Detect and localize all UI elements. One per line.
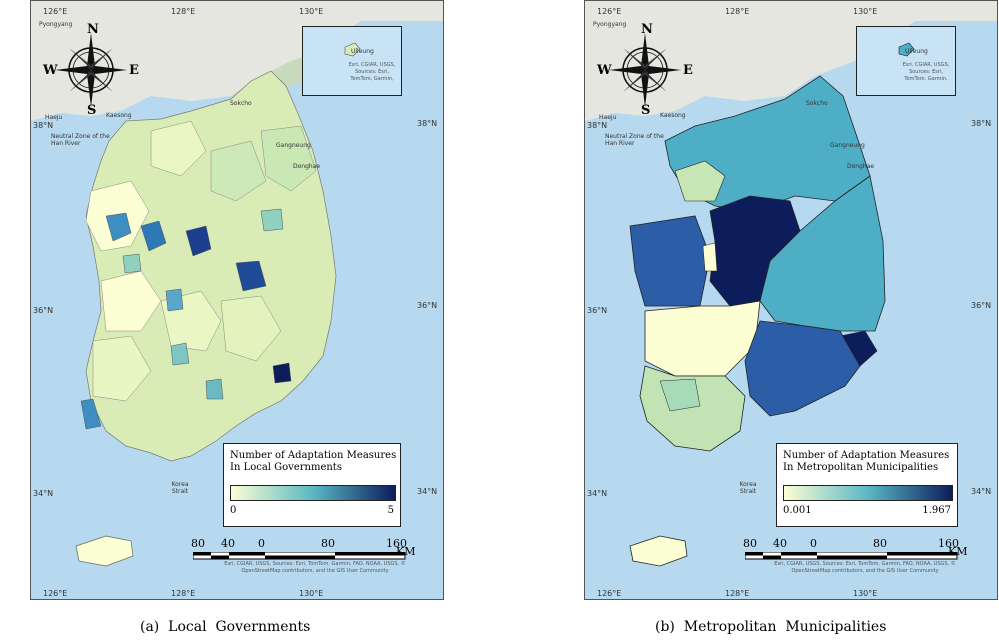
ulleung-island: [344, 42, 361, 57]
legend-title: Number of Adaptation Measures In Metropo…: [783, 450, 950, 473]
inset-source: Esri, CGIAR, USGS, Sources: Esri, TomTom…: [902, 62, 950, 82]
lat-tick-34-right: 34°N: [417, 487, 438, 496]
jeju-island: [629, 535, 688, 567]
lat-tick-38-right: 38°N: [417, 119, 438, 128]
lon-tick-130: 130°E: [299, 7, 324, 16]
ulleung-island: [898, 42, 915, 57]
scale-label: 0: [258, 537, 265, 550]
lon-tick-130: 130°E: [853, 7, 878, 16]
lon-tick-126: 126°E: [43, 7, 68, 16]
compass-n: N: [87, 22, 99, 37]
place-donghae: Donghae: [293, 163, 321, 170]
lon-tick-130-bottom: 130°E: [299, 589, 324, 598]
lat-tick-38: 38°N: [587, 121, 608, 130]
lat-tick-38: 38°N: [33, 121, 54, 130]
lon-tick-128-bottom: 128°E: [171, 589, 196, 598]
legend-color-ramp: [230, 485, 396, 501]
region-jeonbuk: [644, 300, 761, 377]
map-panel-metropolitan-municipalities: 126°E 128°E 130°E 126°E 128°E 130°E 38°N…: [584, 0, 998, 600]
legend-max: 1.967: [922, 505, 951, 516]
lon-tick-126-bottom: 126°E: [597, 589, 622, 598]
place-kaesong: Kaesong: [106, 112, 132, 119]
map-attribution: Esri, CGIAR, USGS, Sources: Esri, TomTom…: [774, 561, 956, 574]
scale-label: 80: [873, 537, 887, 550]
scale-label: 40: [221, 537, 235, 550]
legend: Number of Adaptation Measures In Metropo…: [776, 443, 958, 527]
place-korea-strait: Korea Strait: [739, 481, 757, 495]
place-sokcho: Sokcho: [806, 100, 828, 107]
region-jeonnam: [639, 365, 746, 452]
place-kaesong: Kaesong: [660, 112, 686, 119]
region-gyeongnam: [744, 320, 861, 417]
lat-tick-34-right: 34°N: [971, 487, 992, 496]
lat-tick-36-right: 36°N: [971, 301, 992, 310]
scale-label: 0: [810, 537, 817, 550]
place-sokcho: Sokcho: [230, 100, 252, 107]
scale-unit: KM: [948, 545, 968, 558]
place-haeju: Haeju: [599, 114, 617, 121]
lon-tick-128-bottom: 128°E: [725, 589, 750, 598]
lat-tick-38-right: 38°N: [971, 119, 992, 128]
caption-b: (b) Metropolitan Municipalities: [655, 619, 887, 635]
legend: Number of Adaptation Measures In Local G…: [223, 443, 401, 527]
place-gangneung: Gangneung: [276, 142, 311, 149]
legend-max: 5: [387, 505, 394, 516]
scale-label: 80: [321, 537, 335, 550]
map-attribution: Esri, CGIAR, USGS, Sources: Esri, TomTom…: [224, 561, 406, 574]
scale-label: 80: [191, 537, 205, 550]
north-arrow-compass: N S W E: [43, 22, 139, 118]
map-panel-local-governments: 126°E 128°E 130°E 126°E 128°E 130°E 38°N…: [30, 0, 444, 600]
ulleung-inset: Ulleung Esri, CGIAR, USGS, Sources: Esri…: [856, 26, 956, 96]
region-gyeongbuk: [759, 175, 886, 332]
north-arrow-compass: N S W E: [597, 22, 693, 118]
scale-label: 160: [386, 537, 407, 550]
compass-n: N: [641, 22, 653, 37]
map-canvas: [31, 1, 443, 567]
ulleung-label: Ulleung: [351, 48, 374, 55]
lat-tick-34: 34°N: [33, 489, 54, 498]
scale-label: 40: [773, 537, 787, 550]
place-neutral-zone: Neutral Zone of the Han River: [605, 133, 664, 147]
lat-tick-34: 34°N: [587, 489, 608, 498]
lon-tick-130-bottom: 130°E: [853, 589, 878, 598]
jeju-island: [75, 535, 134, 567]
legend-min: 0: [230, 505, 237, 516]
scale-label: 80: [743, 537, 757, 550]
place-neutral-zone: Neutral Zone of the Han River: [51, 133, 110, 147]
ulleung-inset: Ulleung Esri, CGIAR, USGS, Sources: Esri…: [302, 26, 402, 96]
compass-w: W: [43, 63, 58, 78]
scale-label: 160: [938, 537, 959, 550]
place-donghae: Donghae: [847, 163, 875, 170]
place-haeju: Haeju: [45, 114, 63, 121]
compass-e: E: [683, 63, 693, 78]
region-chungnam: [629, 215, 711, 307]
place-pyongyang: Pyongyang: [39, 21, 73, 28]
lon-tick-126-bottom: 126°E: [43, 589, 68, 598]
compass-e: E: [129, 63, 139, 78]
compass-s: S: [641, 103, 651, 118]
place-korea-strait: Korea Strait: [171, 481, 189, 495]
scale-unit: KM: [396, 545, 416, 558]
place-pyongyang: Pyongyang: [593, 21, 627, 28]
lat-tick-36-right: 36°N: [417, 301, 438, 310]
lon-tick-128: 128°E: [171, 7, 196, 16]
caption-a: (a) Local Governments: [140, 619, 311, 635]
place-gangneung: Gangneung: [830, 142, 865, 149]
lon-tick-128: 128°E: [725, 7, 750, 16]
legend-min: 0.001: [783, 505, 812, 516]
legend-color-ramp: [783, 485, 953, 501]
lon-tick-126: 126°E: [597, 7, 622, 16]
compass-w: W: [597, 63, 612, 78]
compass-s: S: [87, 103, 97, 118]
lat-tick-36: 36°N: [587, 306, 608, 315]
legend-title: Number of Adaptation Measures In Local G…: [230, 450, 397, 473]
inset-source: Esri, CGIAR, USGS, Sources: Esri, TomTom…: [348, 62, 396, 82]
lat-tick-36: 36°N: [33, 306, 54, 315]
ulleung-label: Ulleung: [905, 48, 928, 55]
